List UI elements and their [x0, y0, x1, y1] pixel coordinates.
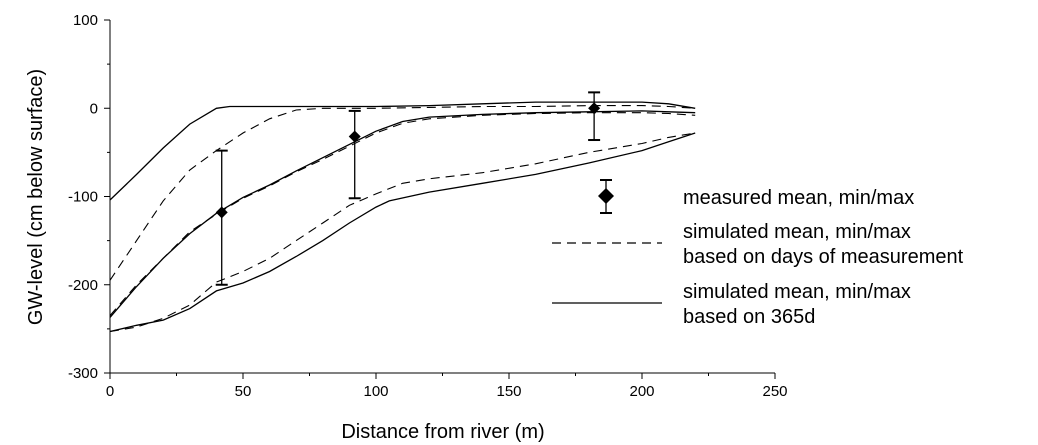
- legend-label: simulated mean, min/max: [683, 281, 911, 303]
- legend-label: simulated mean, min/max: [683, 221, 911, 243]
- legend-item-measured: measured mean, min/max: [598, 179, 914, 214]
- series-2: [109, 101, 696, 333]
- x-tick-label: 150: [496, 383, 521, 400]
- y-tick-label: 100: [73, 12, 98, 29]
- x-tick-label: 200: [629, 383, 654, 400]
- measured-point: [588, 91, 601, 142]
- axes: 100 0 -100 -200 -300 0 50 100 150 200 250: [68, 12, 788, 400]
- line-max-dashed: [109, 105, 696, 281]
- x-tick-label: 0: [106, 383, 114, 400]
- line-max-solid: [109, 101, 696, 201]
- line-mean-dashed: [109, 112, 696, 316]
- x-tick-label: 250: [762, 383, 787, 400]
- y-tick-label: -100: [68, 189, 98, 206]
- y-tick-label: -200: [68, 277, 98, 294]
- legend-item-sim_365: simulated mean, min/max based on 365d: [552, 281, 911, 328]
- y-tick-label: 0: [90, 100, 98, 117]
- plot-area: [109, 91, 696, 333]
- legend: measured mean, min/max simulated mean, mi…: [552, 179, 964, 328]
- line-min-dashed: [109, 132, 696, 333]
- y-tick-label: -300: [68, 365, 98, 382]
- measured-point: [348, 109, 361, 200]
- series-0: [215, 91, 601, 286]
- x-axis-title: Distance from river (m): [341, 421, 544, 443]
- legend-label: based on 365d: [683, 306, 815, 328]
- legend-label: based on days of measurement: [683, 246, 964, 268]
- x-tick-label: 50: [235, 383, 252, 400]
- line-min-solid: [109, 132, 696, 333]
- measured-point: [215, 149, 228, 286]
- series-1: [109, 105, 696, 333]
- legend-diamond-marker: [598, 188, 614, 204]
- x-tick-label: 100: [363, 383, 388, 400]
- line-mean-solid: [109, 110, 696, 318]
- y-axis-title: GW-level (cm below surface): [25, 69, 47, 325]
- legend-label: measured mean, min/max: [683, 187, 914, 209]
- mean-marker: [348, 130, 361, 143]
- legend-item-sim_days: simulated mean, min/max based on days of …: [552, 221, 964, 268]
